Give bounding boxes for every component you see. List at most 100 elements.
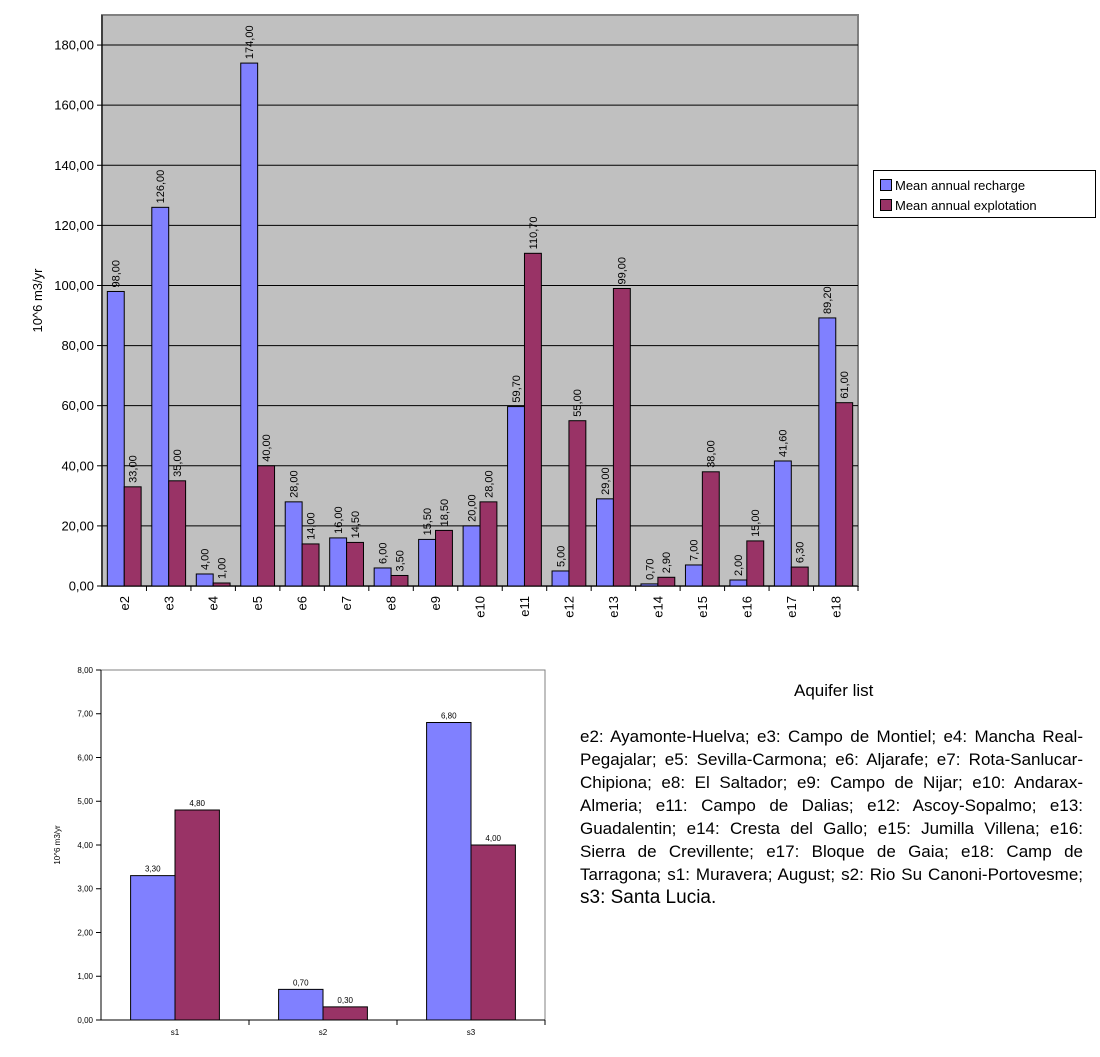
- bar-e5-series1: [240, 62, 259, 587]
- y-tick-label: 5,00: [77, 797, 93, 806]
- data-label: 18,50: [439, 499, 451, 527]
- legend-swatch-explotation: [880, 199, 892, 211]
- data-label: 41,60: [778, 429, 790, 457]
- bar-e11-series2: [523, 252, 542, 587]
- legend-label-recharge: Mean annual recharge: [895, 177, 1026, 193]
- y-tick-label: 2,00: [77, 928, 93, 937]
- bar-e9-series1: [418, 538, 437, 587]
- x-tick-label: s2: [319, 1028, 328, 1037]
- x-tick-label: e18: [828, 596, 843, 618]
- data-label: 4,00: [485, 834, 501, 843]
- aquifer-list-body: e2: Ayamonte-Huelva; e3: Campo de Montie…: [580, 727, 1083, 884]
- bar-e12-series1: [551, 570, 570, 587]
- bar-e4-series1: [195, 573, 214, 587]
- data-label: 99,00: [617, 257, 629, 285]
- y-tick-label: 0,00: [77, 1016, 93, 1025]
- bar-e16-series1: [729, 579, 748, 587]
- x-tick-label: e9: [428, 596, 443, 610]
- y-tick-label: 100,00: [54, 278, 94, 293]
- x-tick-label: s1: [171, 1028, 180, 1037]
- aquifer-list-title: Aquifer list: [794, 681, 874, 700]
- x-tick-label: e10: [473, 596, 488, 618]
- bar-e18-series1: [818, 317, 837, 587]
- data-label: 1,00: [216, 558, 228, 579]
- legend-item-explotation: Mean annual explotation: [880, 195, 1089, 215]
- bar-e7-series2: [346, 541, 364, 587]
- x-tick-label: e2: [117, 596, 132, 610]
- data-label: 40,00: [261, 434, 273, 462]
- y-tick-label: 120,00: [54, 218, 94, 233]
- bar-e16-series2: [746, 540, 765, 587]
- x-tick-label: e15: [695, 596, 710, 618]
- data-label: 33,00: [128, 455, 140, 483]
- small-bar-chart: 0,00 1,00 2,00 3,00 4,00 5,00 6,00 7,00 8,00 3,30…: [53, 666, 546, 1037]
- y-tick-label: 20,00: [61, 518, 94, 533]
- data-label: 6,00: [377, 543, 389, 564]
- y-tick-label: 160,00: [54, 98, 94, 113]
- legend-swatch-recharge: [880, 179, 892, 191]
- y-tick-label: 180,00: [54, 38, 94, 53]
- bar-e6-series1: [284, 501, 303, 587]
- data-label: 0,70: [644, 558, 656, 579]
- data-label: 38,00: [706, 440, 718, 468]
- bar-e8-series1: [373, 567, 392, 587]
- bar-e14-series2: [657, 576, 676, 587]
- data-label: 6,80: [441, 712, 457, 721]
- chart-legend: Mean annual recharge Mean annual explota…: [873, 170, 1096, 218]
- y-tick-label: 3,00: [77, 885, 93, 894]
- data-label: 14,50: [350, 511, 362, 539]
- x-tick-label: e13: [606, 596, 621, 618]
- x-tick-label: e7: [339, 596, 354, 610]
- legend-item-recharge: Mean annual recharge: [880, 175, 1089, 195]
- data-label: 7,00: [689, 540, 701, 561]
- bar-e10-series1: [462, 525, 481, 587]
- data-label: 15,00: [750, 509, 762, 537]
- bar-s2-series1: [278, 988, 324, 1021]
- data-label: 110,70: [528, 216, 540, 249]
- bar-e8-series2: [390, 574, 409, 587]
- bar-s3-series2: [470, 844, 516, 1021]
- plot-area: [101, 14, 859, 587]
- bar-e13-series2: [612, 287, 631, 587]
- data-label: 15,50: [422, 508, 434, 536]
- y-tick-label: 1,00: [77, 972, 93, 981]
- data-label: 61,00: [839, 371, 851, 399]
- data-label: 14,00: [305, 512, 317, 540]
- y-tick-label: 7,00: [77, 710, 93, 719]
- data-label: 3,30: [145, 865, 161, 874]
- x-tick-label: e3: [161, 596, 176, 610]
- data-label: 0,30: [337, 996, 353, 1005]
- data-label: 3,50: [394, 550, 406, 571]
- x-tick-label: e17: [784, 596, 799, 618]
- data-label: 5,00: [555, 546, 567, 567]
- bar-e3-series1: [151, 206, 170, 587]
- data-label: 55,00: [572, 389, 584, 417]
- data-label: 59,70: [511, 375, 523, 403]
- bar-e10-series2: [479, 501, 498, 587]
- data-label: 2,90: [661, 552, 673, 573]
- y-tick-label: 6,00: [77, 753, 93, 762]
- data-label: 126,00: [155, 170, 167, 204]
- bar-e2-series1: [106, 290, 125, 587]
- y-tick-label: 60,00: [61, 398, 94, 413]
- y-axis-label: 10^6 m3/yr: [53, 825, 62, 865]
- x-tick-label: e8: [384, 596, 399, 610]
- data-label: 29,00: [600, 467, 612, 495]
- bar-s1-series1: [130, 875, 176, 1021]
- bar-e15-series2: [701, 471, 720, 587]
- bar-s2-series2: [322, 1006, 368, 1021]
- bar-e6-series2: [301, 543, 320, 587]
- data-label: 174,00: [244, 25, 256, 59]
- bar-e17-series2: [790, 566, 809, 587]
- y-axis-label: 10^6 m3/yr: [30, 268, 45, 333]
- bar-e3-series2: [168, 480, 187, 587]
- data-label: 35,00: [172, 449, 184, 477]
- y-tick-label: 80,00: [61, 338, 94, 353]
- x-tick-label: e16: [739, 596, 754, 618]
- bar-e17-series1: [773, 460, 792, 587]
- x-tick-label: e12: [561, 596, 576, 618]
- bar-e5-series2: [257, 465, 276, 587]
- data-label: 6,30: [795, 542, 807, 563]
- legend-label-explotation: Mean annual explotation: [895, 197, 1037, 213]
- data-label: 4,80: [189, 799, 205, 808]
